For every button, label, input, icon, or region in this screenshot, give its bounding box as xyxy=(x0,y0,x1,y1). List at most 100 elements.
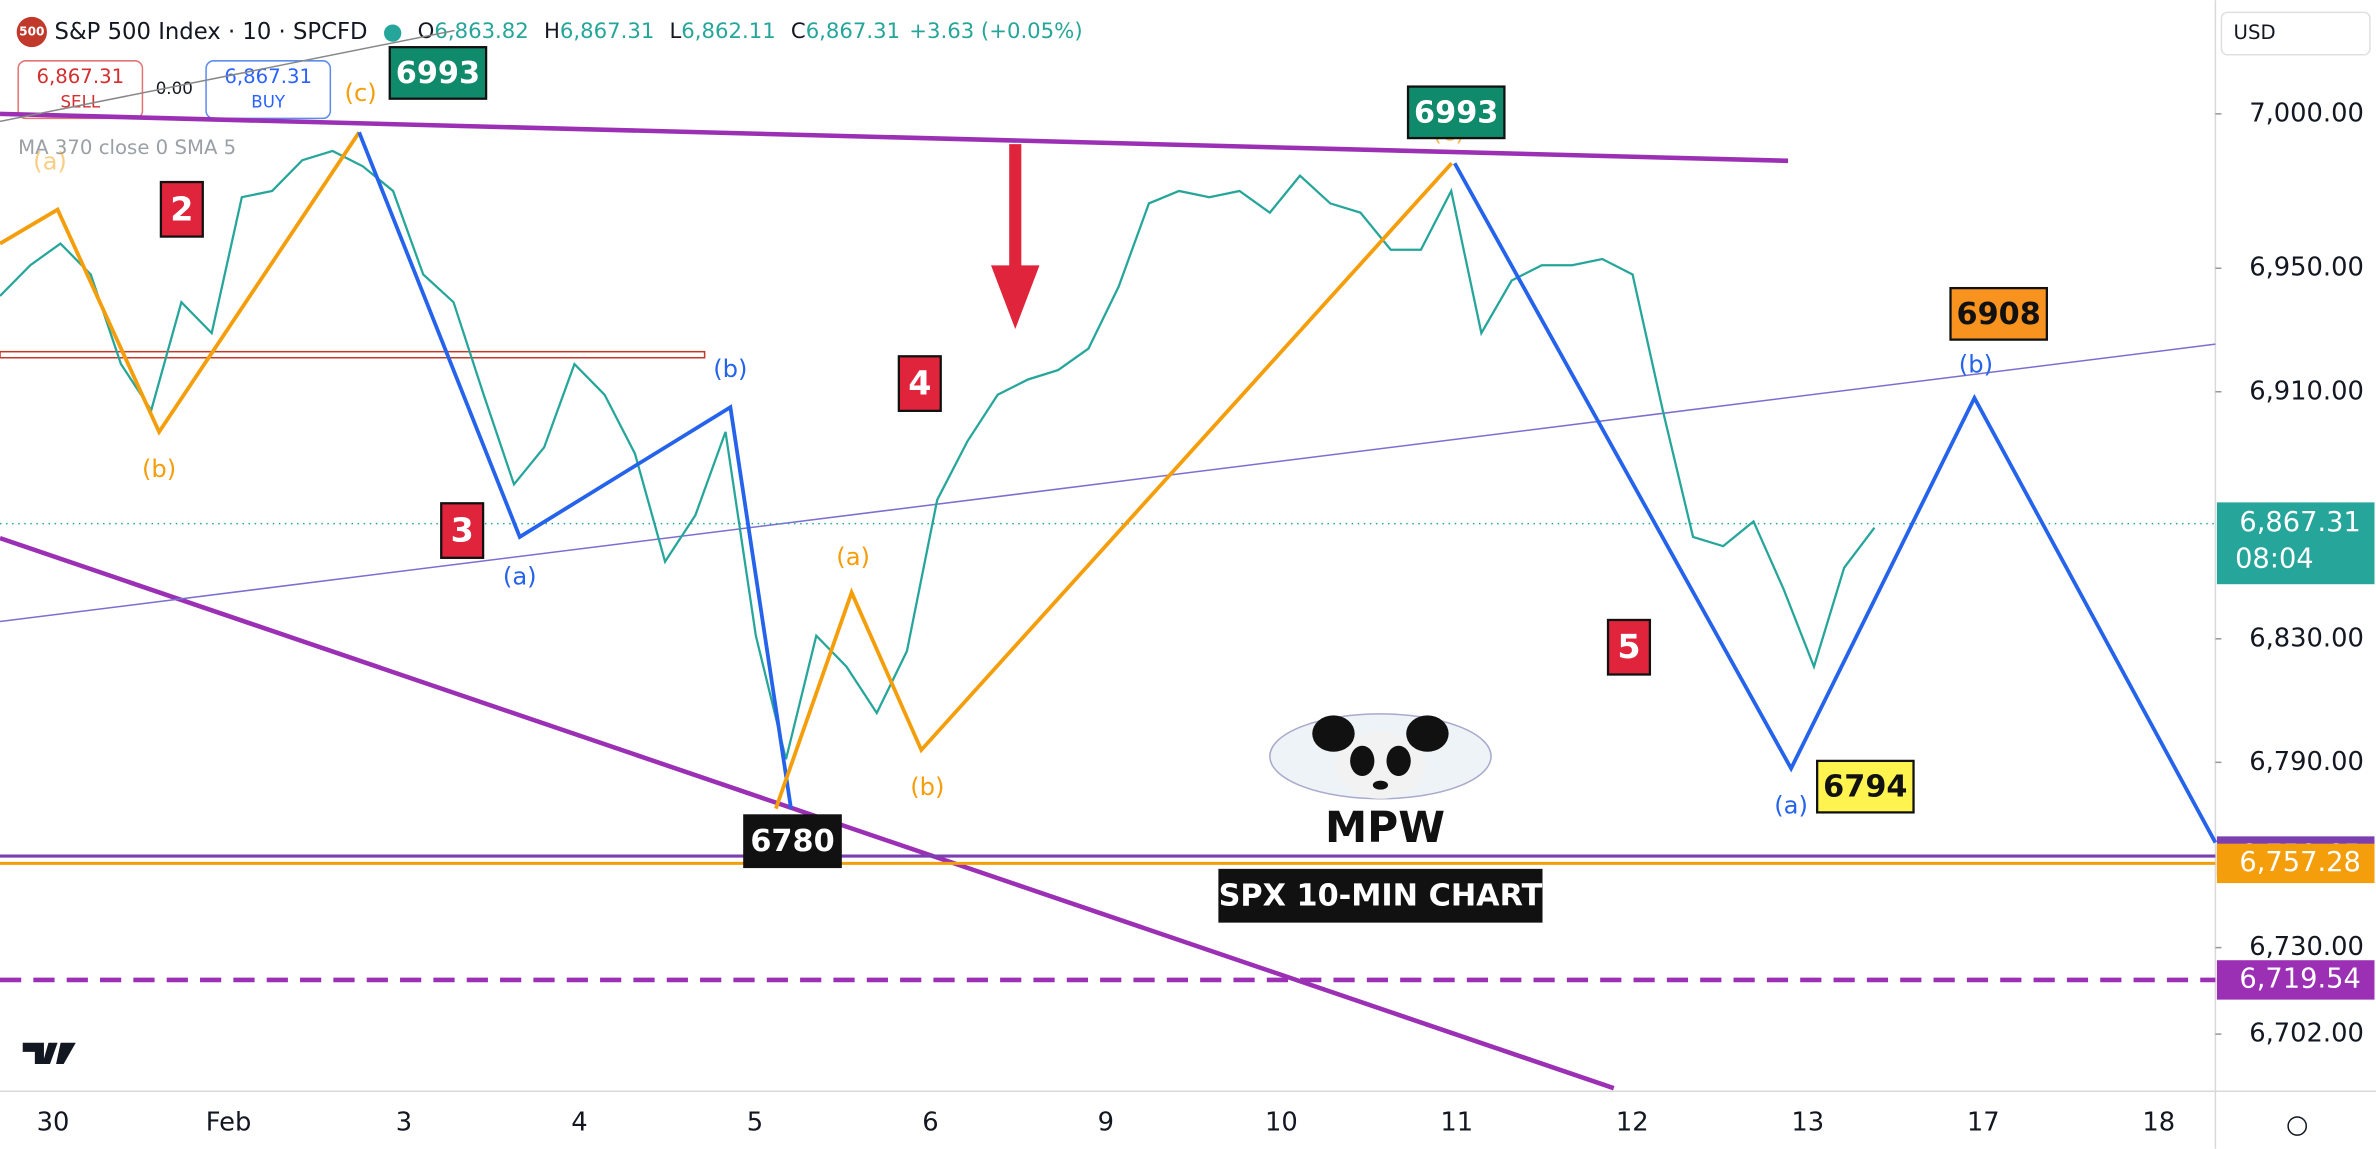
x-tick-label: 3 xyxy=(396,1108,412,1138)
y-tick-label: 7,000.00 xyxy=(2249,98,2364,128)
wave-line xyxy=(0,131,361,436)
annotation-box xyxy=(1816,759,1915,814)
trendline xyxy=(0,29,455,123)
level-badge-label: 6,757.28 xyxy=(2239,847,2360,878)
sell-button[interactable] xyxy=(17,60,144,120)
x-tick-label: 4 xyxy=(571,1108,587,1138)
annotation-text: SPX 10-MIN CHART xyxy=(1219,879,1543,914)
wave-label: (c) xyxy=(345,78,377,107)
price-line xyxy=(0,149,1876,760)
trendline xyxy=(0,535,1615,1091)
currency: USD xyxy=(2234,21,2276,44)
annotation-box xyxy=(897,355,942,412)
annotation-text: 6993 xyxy=(1414,95,1498,130)
down-arrow xyxy=(991,144,1040,330)
currency-box[interactable] xyxy=(2220,11,2371,56)
panda-eye xyxy=(1350,745,1375,777)
current-price-badge-label: 6,867.31 xyxy=(2239,507,2360,538)
wave-label: (b) xyxy=(1959,349,1993,378)
level-badge-label: 6,719.54 xyxy=(2239,963,2360,994)
y-tick-label: 6,790.00 xyxy=(2249,747,2364,777)
buy-label: BUY xyxy=(251,93,286,112)
ohlc-value: 6,867.31 xyxy=(560,19,654,44)
annotation-text: 6908 xyxy=(1957,297,2041,332)
annotation-box xyxy=(440,502,485,559)
panda-ear xyxy=(1312,715,1355,752)
current-price-badge xyxy=(2216,502,2375,585)
annotation-text: 4 xyxy=(908,364,931,403)
logo xyxy=(16,16,47,48)
annotation-box xyxy=(159,180,204,238)
wave-label: (b) xyxy=(910,772,944,801)
trendline xyxy=(0,343,2216,623)
current-price-badge-countdown: 08:04 xyxy=(2235,543,2314,574)
panda-ear xyxy=(1406,715,1449,752)
wave-label: (a) xyxy=(33,146,67,175)
buy-button[interactable] xyxy=(205,60,332,120)
panda-eye xyxy=(1386,745,1411,777)
x-tick-label: 12 xyxy=(1616,1108,1649,1138)
y-tick-label: 6,910.00 xyxy=(2249,376,2364,406)
annotation-box xyxy=(1218,868,1543,923)
level-badge xyxy=(2216,843,2375,884)
wave-line xyxy=(1453,162,2218,844)
wave-label: (a) xyxy=(836,542,870,571)
status-dot: ● xyxy=(383,19,403,45)
change: +3.63 (+0.05%) xyxy=(909,19,1082,44)
ohlc-key: H xyxy=(544,19,560,44)
annotation-box xyxy=(1406,85,1506,140)
buy-price: 6,867.31 xyxy=(224,65,312,88)
panda-nose xyxy=(1372,780,1389,790)
ohlc-value: 6,862.11 xyxy=(681,19,775,44)
annotation-text: 6993 xyxy=(396,56,480,91)
wave-label: (b) xyxy=(142,454,176,483)
annotation-text: 3 xyxy=(451,511,474,550)
x-tick-label: 18 xyxy=(2142,1108,2175,1138)
ohlc-value: 6,867.31 xyxy=(806,19,900,44)
x-tick-label: 17 xyxy=(1967,1108,2000,1138)
ohlc-key: O xyxy=(418,19,435,44)
x-tick-label: 9 xyxy=(1098,1108,1114,1138)
x-tick-label: 10 xyxy=(1265,1108,1298,1138)
tv-logo xyxy=(22,1042,76,1064)
spread: 0.00 xyxy=(156,79,193,98)
brand: MPW xyxy=(1325,804,1445,853)
y-tick-label: 6,950.00 xyxy=(2249,253,2364,283)
ohlc-key: C xyxy=(791,19,806,44)
x-tick-label: 11 xyxy=(1440,1108,1473,1138)
wave-label: (a) xyxy=(503,562,537,591)
annotation-box xyxy=(1949,286,2049,341)
annotation-box xyxy=(743,814,842,869)
ohlc-key: L xyxy=(669,19,681,44)
x-tick-label: 6 xyxy=(922,1108,938,1138)
annotation-text: 5 xyxy=(1617,627,1640,666)
level-badge xyxy=(2216,960,2375,1000)
annotation-text: 2 xyxy=(170,189,193,228)
y-tick-label: 6,830.00 xyxy=(2249,623,2364,653)
wave-line xyxy=(774,161,1454,810)
logo-text: 500 xyxy=(19,25,44,39)
x-tick-label: 30 xyxy=(37,1108,70,1138)
symbol: S&P 500 Index · 10 · SPCFD xyxy=(55,19,368,45)
x-tick-label: 13 xyxy=(1791,1108,1824,1138)
wave-line xyxy=(357,131,793,809)
y-tick-label: 6,730.00 xyxy=(2249,932,2364,962)
resistance-zone xyxy=(0,350,706,359)
x-tick-label: 5 xyxy=(747,1108,763,1138)
x-tick-label: Feb xyxy=(206,1108,252,1138)
annotation-text: 6780 xyxy=(750,824,834,859)
y-tick-label: 6,702.00 xyxy=(2249,1019,2364,1049)
header: S&P 500 Index · 10 · SPCFD ● O6,863.82 H6,8… xyxy=(55,19,1083,45)
annotation-box xyxy=(1606,618,1652,676)
trendline xyxy=(0,111,1789,164)
wave-label: (a) xyxy=(1774,790,1808,819)
indicator: MA 370 close 0 SMA 5 xyxy=(18,136,236,159)
annotation-box xyxy=(388,46,488,100)
settings-icon[interactable] xyxy=(2287,1116,2308,1136)
sell-price: 6,867.31 xyxy=(36,65,124,88)
wave-label: (b) xyxy=(713,354,747,383)
annotation-text: 6794 xyxy=(1823,770,1907,805)
